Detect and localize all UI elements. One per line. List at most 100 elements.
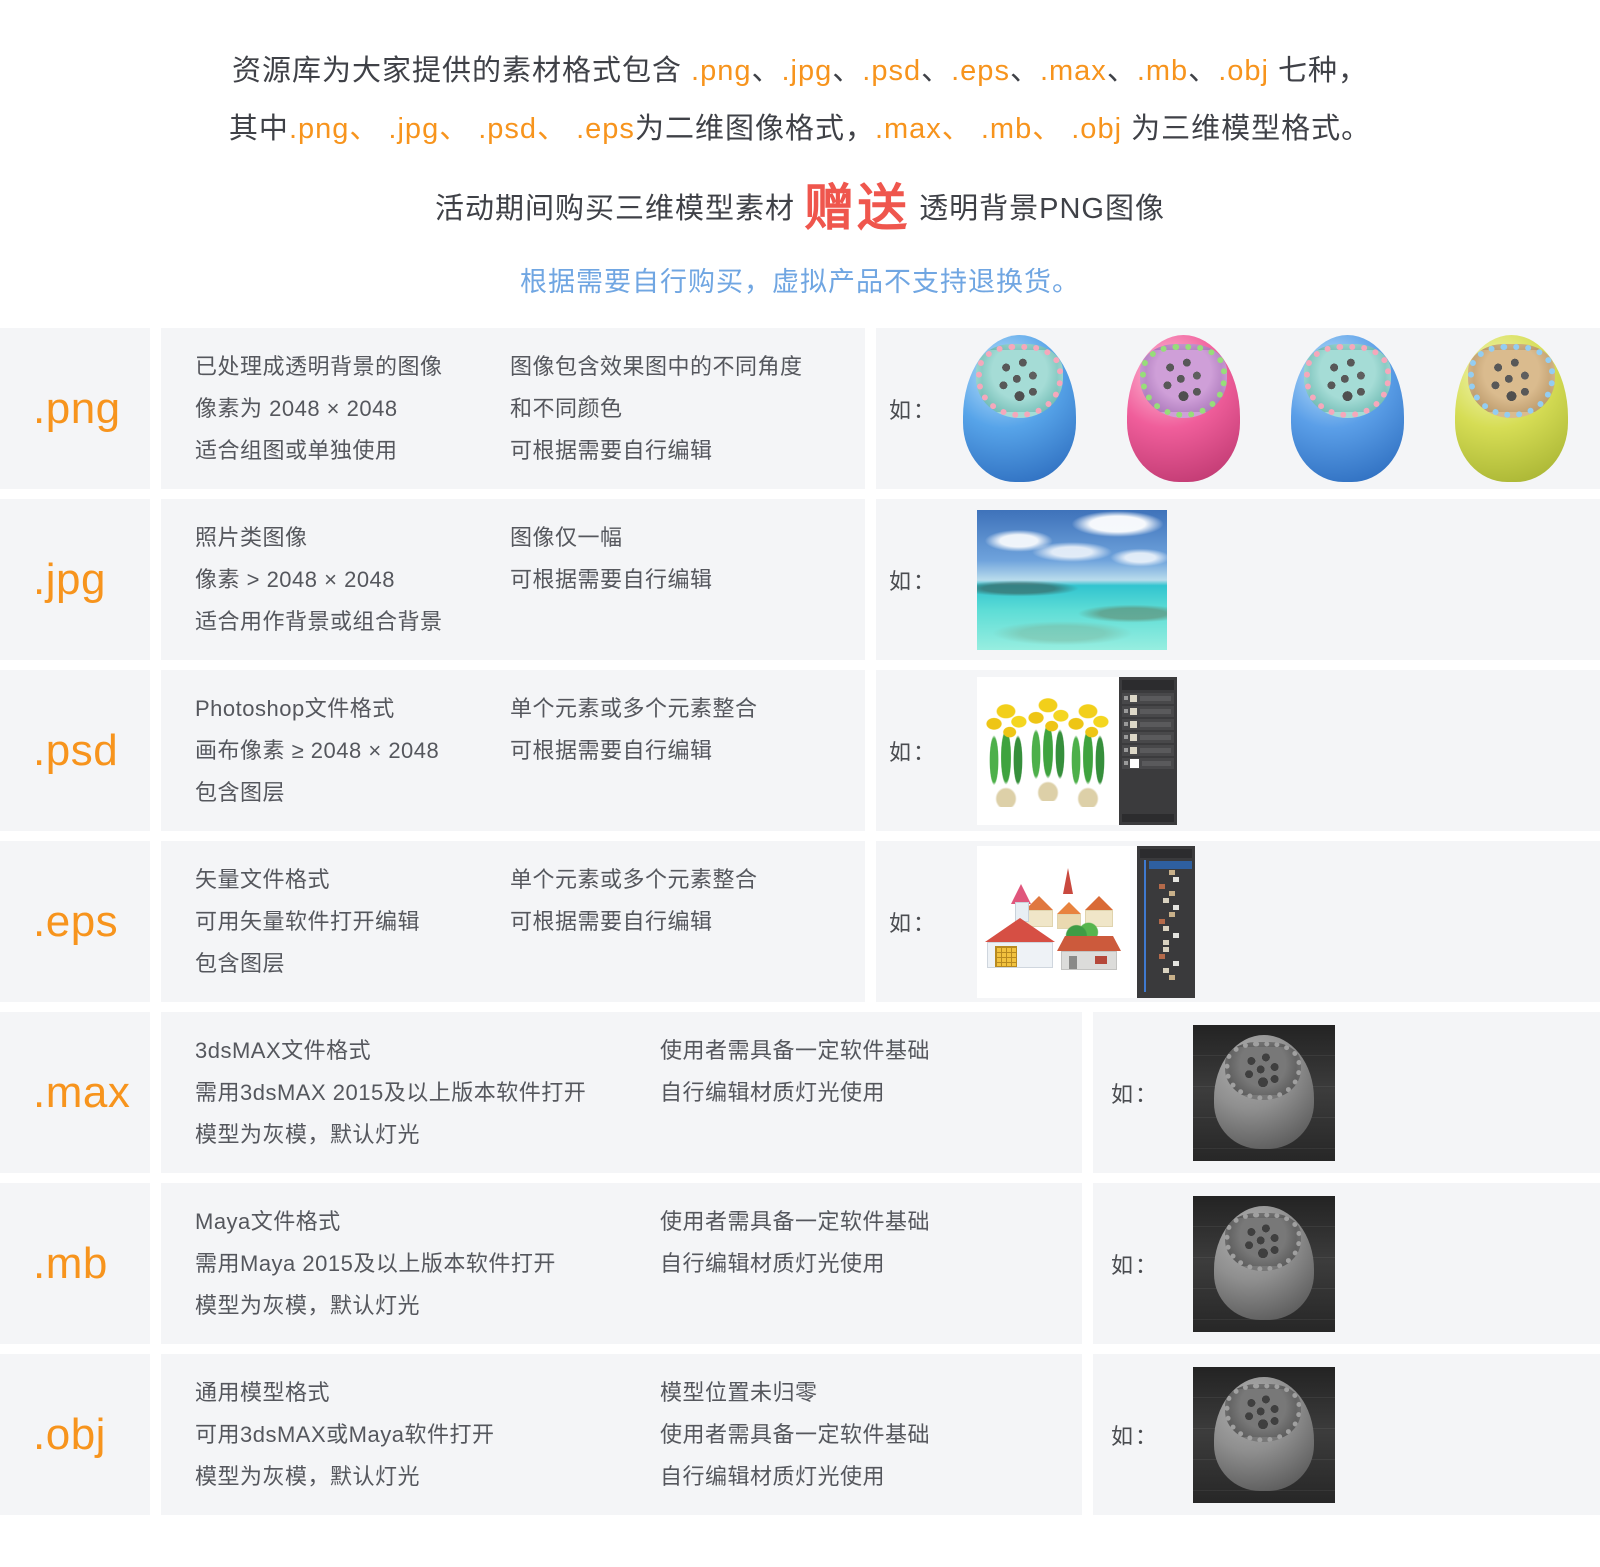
illustrator-layers-panel [1137,845,1196,998]
layer-row [1122,705,1175,717]
sphere-cavity [1140,344,1228,418]
format-label-cell-psd: .psd [0,670,150,831]
format-name: .png [33,383,121,433]
flower-plant [1025,696,1072,801]
format-row-obj: .obj 通用模型格式 可用3dsMAX或Maya软件打开 模型为灰模，默认灯光… [0,1354,1600,1515]
format-label-cell-jpg: .jpg [0,499,150,660]
desc-line: 使用者需具备一定软件基础 [660,1421,931,1447]
desc-line: 可用3dsMAX或Maya软件打开 [195,1421,495,1447]
intro-line-1: 资源库为大家提供的素材格式包含 .png、.jpg、.psd、.eps、.max… [231,55,1369,87]
purchase-notice: 根据需要自行购买，虚拟产品不支持退换货。 [520,267,1080,297]
format-name: .psd [33,725,119,775]
desc-line: Maya文件格式 [195,1208,341,1234]
desc-column-1: Photoshop文件格式 画布像素 ≥ 2048 × 2048 包含图层 [195,688,510,814]
example-label: 如： [889,568,938,594]
sphere-example-blue [963,335,1077,482]
desc-line: 使用者需具备一定软件基础 [660,1208,931,1234]
desc-column-2: 模型位置未归零 使用者需具备一定软件基础 自行编辑材质灯光使用 [660,1372,1082,1498]
desc-line: 单个元素或多个元素整合 [510,695,758,721]
example-label: 如： [1111,1081,1160,1107]
layer-row [1122,731,1175,743]
desc-column-1: 照片类图像 像素 > 2048 × 2048 适合用作背景或组合背景 [195,517,510,643]
desc-column-1: Maya文件格式 需用Maya 2015及以上版本软件打开 模型为灰模，默认灯光 [195,1201,660,1327]
format-row-max: .max 3dsMAX文件格式 需用3dsMAX 2015及以上版本软件打开 模… [0,1012,1600,1173]
example-cell-png: 如： [876,328,1600,489]
example-cell-mb: 如： [1093,1183,1600,1344]
format-table: .png 已处理成透明背景的图像 像素为 2048 × 2048 适合组图或单独… [0,328,1600,1515]
desc-line: 适合用作背景或组合背景 [195,608,443,634]
format-row-mb: .mb Maya文件格式 需用Maya 2015及以上版本软件打开 模型为灰模，… [0,1183,1600,1344]
format-name: .eps [33,896,119,946]
desc-line: Photoshop文件格式 [195,695,395,721]
format-row-jpg: .jpg 照片类图像 像素 > 2048 × 2048 适合用作背景或组合背景 … [0,499,1600,660]
desc-line: 已处理成透明背景的图像 [195,353,443,379]
desc-line: 可根据需要自行编辑 [510,437,713,463]
desc-line: 照片类图像 [195,524,308,550]
desc-line: 通用模型格式 [195,1379,331,1405]
example-label: 如： [1111,1252,1160,1278]
church-spire [1063,867,1074,894]
desc-line: 可根据需要自行编辑 [510,566,713,592]
flower-plant [983,702,1030,807]
sphere-cavity [1225,1041,1302,1100]
clay-model-sphere [1214,1034,1315,1149]
desc-line: 图像包含效果图中的不同角度 [510,353,803,379]
sphere-example-blue-2 [1291,335,1405,482]
desc-line: 自行编辑材质灯光使用 [660,1079,886,1105]
example-cell-max: 如： [1093,1012,1600,1173]
obj-example-viewport [1193,1366,1336,1503]
format-name: .jpg [33,554,106,604]
format-name: .max [33,1067,131,1117]
desc-line: 像素 > 2048 × 2048 [195,566,396,592]
sphere-cavity [1225,1212,1302,1271]
desc-line: 需用Maya 2015及以上版本软件打开 [195,1250,556,1276]
desc-column-1: 3dsMAX文件格式 需用3dsMAX 2015及以上版本软件打开 模型为灰模，… [195,1030,660,1156]
example-label: 如： [889,397,938,423]
format-desc-cell-obj: 通用模型格式 可用3dsMAX或Maya软件打开 模型为灰模，默认灯光 模型位置… [161,1354,1082,1515]
desc-line: 可用矢量软件打开编辑 [195,908,421,934]
desc-line: 图像仅一幅 [510,524,623,550]
desc-column-2: 单个元素或多个元素整合 可根据需要自行编辑 [510,688,865,772]
sphere-cavity [1225,1383,1302,1442]
sphere-cavity [976,344,1064,418]
example-cell-eps: 如： [876,841,1600,1002]
photoshop-layers-panel [1119,676,1178,825]
desc-line: 包含图层 [195,950,286,976]
panel-header [1122,679,1175,690]
desc-column-1: 已处理成透明背景的图像 像素为 2048 × 2048 适合组图或单独使用 [195,346,510,472]
desc-line: 可根据需要自行编辑 [510,908,713,934]
desc-line: 适合组图或单独使用 [195,437,398,463]
format-row-png: .png 已处理成透明背景的图像 像素为 2048 × 2048 适合组图或单独… [0,328,1600,489]
desc-line: 包含图层 [195,779,286,805]
format-desc-cell-jpg: 照片类图像 像素 > 2048 × 2048 适合用作背景或组合背景 图像仅一幅… [161,499,865,660]
mb-example-viewport [1193,1195,1336,1332]
format-label-cell-png: .png [0,328,150,489]
selected-layer-row [1149,860,1193,869]
desc-column-1: 通用模型格式 可用3dsMAX或Maya软件打开 模型为灰模，默认灯光 [195,1372,660,1498]
flower-plant [1065,702,1112,807]
intro-line-2: 其中.png、 .jpg、 .psd、 .eps为二维图像格式，.max、 .m… [228,113,1372,145]
desc-column-2: 单个元素或多个元素整合 可根据需要自行编辑 [510,859,865,943]
png-example-spheres [963,335,1569,482]
panel-header [1140,848,1193,858]
desc-line: 需用3dsMAX 2015及以上版本软件打开 [195,1079,587,1105]
format-label-cell-eps: .eps [0,841,150,1002]
format-row-psd: .psd Photoshop文件格式 画布像素 ≥ 2048 × 2048 包含… [0,670,1600,831]
max-example-viewport [1193,1024,1336,1161]
jpg-example-sea-photo [977,509,1168,650]
example-cell-jpg: 如： [876,499,1600,660]
sphere-cavity [1468,344,1556,418]
clay-model-sphere [1214,1205,1315,1320]
format-name: .mb [33,1238,108,1288]
desc-column-2: 使用者需具备一定软件基础 自行编辑材质灯光使用 [660,1201,1082,1285]
background-layer-row [1122,757,1175,769]
clay-model-sphere [1214,1376,1315,1491]
sphere-cavity [1304,344,1392,418]
format-label-cell-max: .max [0,1012,150,1173]
desc-line: 模型为灰模，默认灯光 [195,1292,421,1318]
eps-example-composite [977,845,1196,998]
desc-line: 矢量文件格式 [195,866,331,892]
desc-column-2: 图像仅一幅 可根据需要自行编辑 [510,517,865,601]
desc-line: 模型为灰模，默认灯光 [195,1121,421,1147]
layer-row [1122,744,1175,756]
